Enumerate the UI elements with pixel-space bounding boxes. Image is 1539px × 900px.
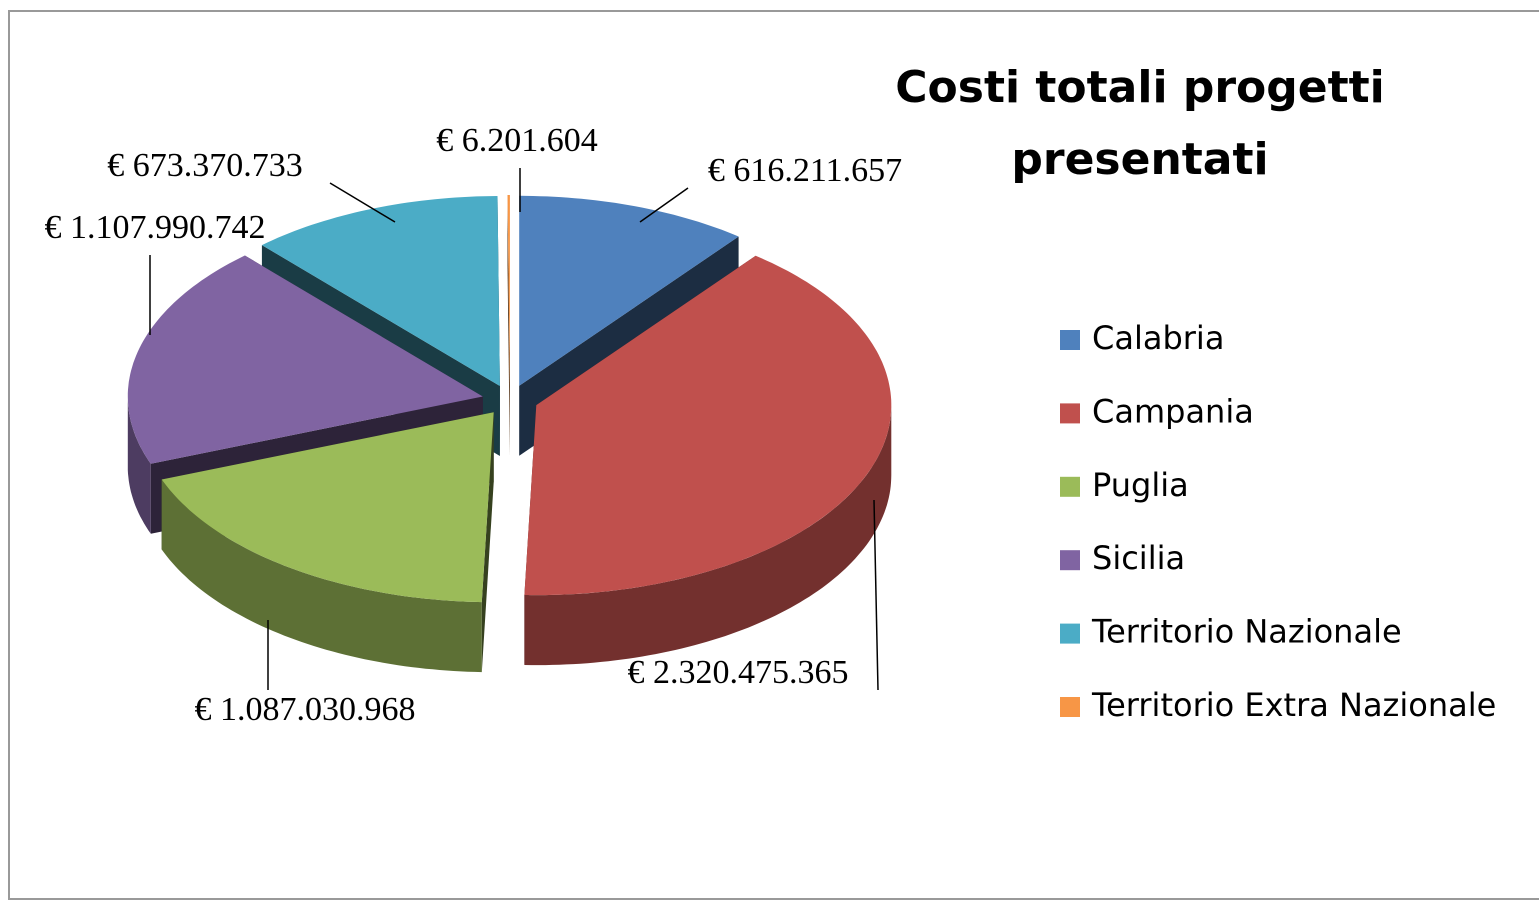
leader-line: [639, 187, 689, 223]
legend-swatch: [1060, 476, 1080, 497]
data-label: € 6.201.604: [436, 122, 598, 159]
legend-label: Territorio Extra Nazionale: [1091, 686, 1496, 724]
slice-top: [524, 255, 892, 596]
leader-line: [873, 499, 879, 691]
legend-label: Campania: [1092, 392, 1254, 430]
data-label: € 2.320.475.365: [628, 654, 849, 691]
slice-top: [127, 255, 483, 464]
data-label: € 673.370.733: [107, 147, 303, 184]
slice-side: [507, 195, 510, 455]
legend-label: Territorio Nazionale: [1091, 613, 1402, 651]
slice-wall: [524, 405, 892, 666]
slice-wall: [127, 396, 151, 534]
slice-top: [507, 195, 510, 385]
slice-wall: [161, 479, 482, 673]
legend-label: Sicilia: [1092, 539, 1185, 577]
data-label: € 616.211.657: [708, 152, 902, 189]
data-label: € 1.107.990.742: [45, 209, 266, 246]
slice-top: [161, 412, 494, 603]
legend-label: Puglia: [1092, 466, 1189, 504]
slice-top: [261, 196, 500, 386]
slice: [524, 255, 892, 666]
legend-swatch: [1060, 623, 1080, 644]
legend-label: Calabria: [1092, 319, 1224, 357]
leader-line: [329, 182, 396, 223]
legend-swatch: [1060, 550, 1080, 571]
data-label: € 1.087.030.968: [195, 691, 416, 728]
slice: [161, 412, 494, 673]
legend-swatch: [1060, 697, 1080, 717]
slice: [507, 195, 510, 455]
slice-top: [519, 195, 739, 386]
chart-title: Costi totali progetti presentati: [895, 62, 1385, 185]
legend-swatch: [1060, 330, 1080, 350]
legend-swatch: [1060, 403, 1080, 424]
